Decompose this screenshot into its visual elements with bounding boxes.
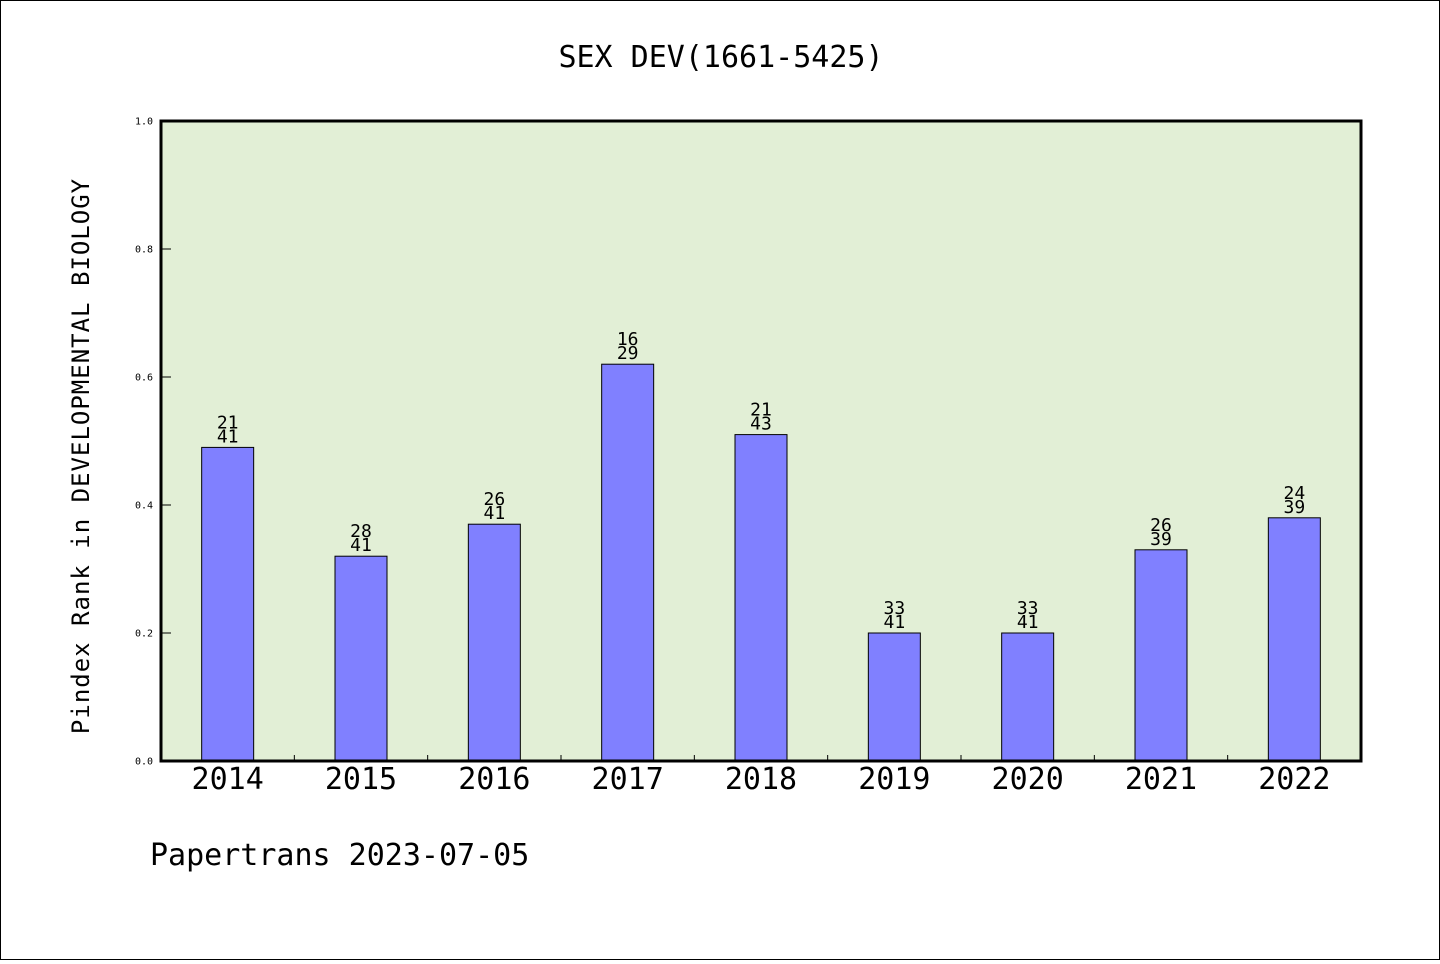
x-tick-label: 2017 (592, 762, 664, 797)
bar-label-top: 16 (617, 329, 639, 350)
x-tick-label: 2016 (458, 762, 530, 797)
bar-label-bottom: 43 (750, 414, 772, 435)
bar-label-top: 26 (483, 489, 505, 510)
bar-label-bottom: 41 (217, 426, 239, 447)
bar (334, 555, 388, 762)
bar-label-bottom: 39 (1150, 529, 1172, 550)
bar (201, 446, 255, 762)
bar-label-bottom: 41 (883, 612, 905, 633)
plot-border (159, 119, 1363, 763)
x-tick-label: 2020 (992, 762, 1064, 797)
x-tick-label: 2021 (1125, 762, 1197, 797)
bar (1267, 517, 1321, 762)
bar-label-bottom: 41 (483, 503, 505, 524)
bar (1001, 632, 1055, 762)
y-tick-label: 0.8 (135, 245, 153, 256)
y-tick-label: 1.0 (135, 117, 153, 128)
bar (601, 363, 655, 762)
x-tick-label: 2019 (858, 762, 930, 797)
bar-label-bottom: 41 (1017, 612, 1039, 633)
bar-label-bottom: 39 (1283, 497, 1305, 518)
bar-label-top: 21 (217, 412, 239, 433)
bar-label-top: 21 (750, 400, 772, 421)
y-tick-label: 0.4 (135, 501, 153, 512)
footer-text: Papertrans 2023-07-05 (150, 838, 529, 873)
x-tick-label: 2015 (325, 762, 397, 797)
bar-label-top: 26 (1150, 515, 1172, 536)
bars (201, 363, 1321, 762)
x-tick-label: 2022 (1258, 762, 1330, 797)
bar-label-top: 33 (1017, 598, 1039, 619)
x-tick-label: 2014 (192, 762, 264, 797)
y-tick-label: 0.2 (135, 629, 153, 640)
bar-label-bottom: 41 (350, 535, 372, 556)
chart-title: SEX DEV(1661-5425) (558, 40, 883, 75)
bar-label-top: 28 (350, 521, 372, 542)
bar (467, 523, 521, 762)
x-axis-ticks: 2014 2015 2016 2017 2018 2019 2020 2021 2022 (192, 755, 1330, 797)
y-tick-label: 0.6 (135, 373, 153, 384)
bar (1134, 549, 1188, 762)
x-tick-label: 2018 (725, 762, 797, 797)
bar (867, 632, 921, 762)
bar-label-bottom: 29 (617, 343, 639, 364)
bar-label-top: 24 (1283, 483, 1305, 504)
bar (734, 434, 788, 762)
bar-label-top: 33 (883, 598, 905, 619)
y-tick-label: 0.0 (135, 757, 153, 768)
y-axis-label: Pindex Rank in DEVELOPMENTAL BIOLOGY (67, 178, 95, 734)
